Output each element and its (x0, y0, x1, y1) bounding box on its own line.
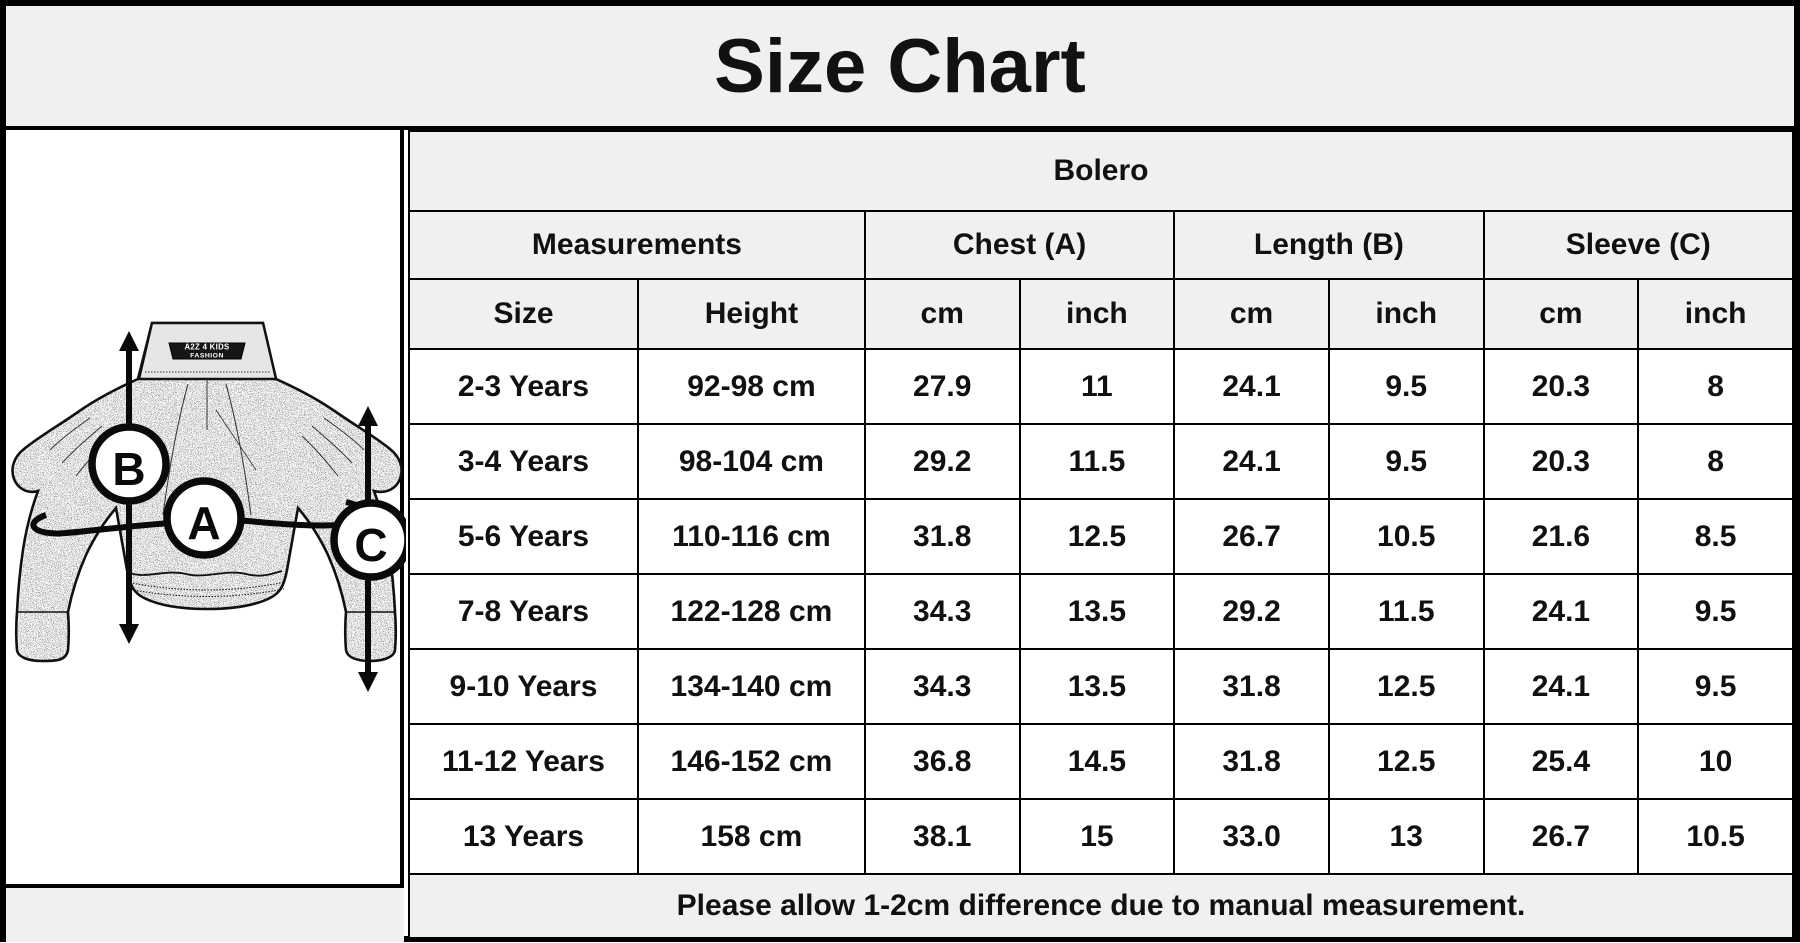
svg-text:B: B (112, 443, 145, 495)
svg-text:A: A (187, 497, 220, 549)
svg-text:C: C (354, 519, 387, 571)
svg-text:A2Z 4 KIDS: A2Z 4 KIDS (184, 343, 229, 352)
svg-text:FASHION: FASHION (190, 352, 224, 359)
